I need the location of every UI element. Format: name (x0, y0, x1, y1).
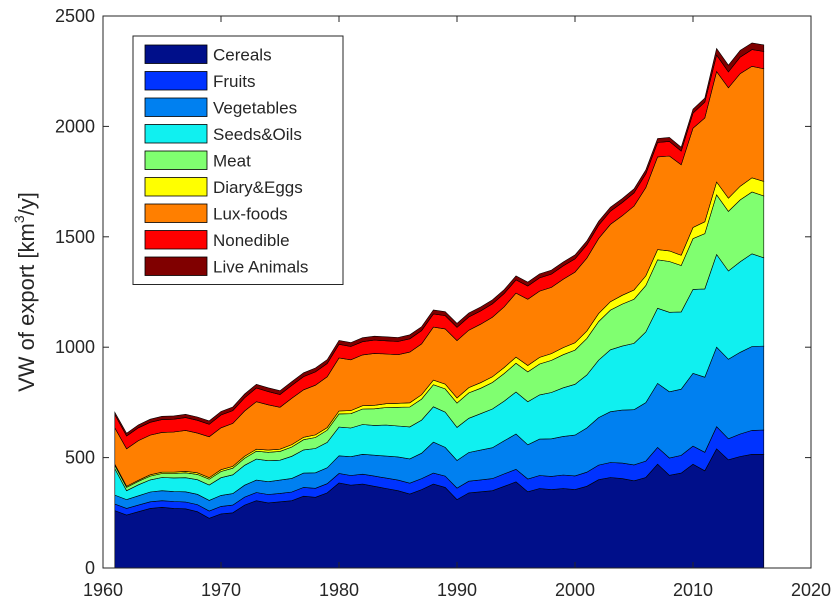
legend-label-vegetables: Vegetables (213, 99, 297, 118)
legend-swatch-cereals (144, 44, 208, 64)
x-tick-label: 2010 (673, 580, 713, 600)
legend: Cereals Fruits Vegetables Seeds&Oils Meat Dia… (132, 35, 344, 285)
x-tick-label: 1970 (201, 580, 241, 600)
legend-label-diary-eggs: Diary&Eggs (213, 178, 303, 197)
legend-swatch-lux-foods (144, 203, 208, 223)
x-axis-ticks: 1960 1970 1980 1990 2000 2010 2020 (83, 16, 831, 600)
legend-label-fruits: Fruits (213, 72, 256, 91)
y-tick-label: 2000 (55, 116, 95, 136)
legend-swatch-vegetables (144, 97, 208, 117)
legend-label-lux-foods: Lux-foods (213, 205, 288, 224)
x-tick-label: 1990 (437, 580, 477, 600)
legend-swatch-fruits (144, 71, 208, 91)
legend-swatch-seeds-oils (144, 124, 208, 144)
legend-label-meat: Meat (213, 152, 251, 171)
y-tick-label: 2500 (55, 6, 95, 26)
legend-swatch-meat (144, 150, 208, 170)
y-tick-label: 1000 (55, 337, 95, 357)
x-tick-label: 2000 (555, 580, 595, 600)
legend-label-cereals: Cereals (213, 46, 272, 65)
y-axis-ticks: 0 500 1000 1500 2000 2500 (55, 6, 811, 578)
legend-swatch-nonedible (144, 230, 208, 250)
legend-label-live-animals: Live Animals (213, 258, 308, 277)
x-tick-label: 2020 (791, 580, 831, 600)
legend-swatch-live-animals (144, 256, 208, 276)
area-series-group (114, 42, 765, 569)
y-axis-label: VW of export [km3/y] (11, 192, 39, 392)
legend-label-nonedible: Nonedible (213, 231, 290, 250)
x-tick-label: 1980 (319, 580, 359, 600)
legend-swatch-diary-eggs (144, 177, 208, 197)
x-tick-label: 1960 (83, 580, 123, 600)
area-live-animals (114, 42, 765, 437)
y-tick-label: 1500 (55, 227, 95, 247)
y-tick-label: 500 (65, 448, 95, 468)
legend-label-seeds-oils: Seeds&Oils (213, 125, 302, 144)
y-tick-label: 0 (85, 558, 95, 578)
